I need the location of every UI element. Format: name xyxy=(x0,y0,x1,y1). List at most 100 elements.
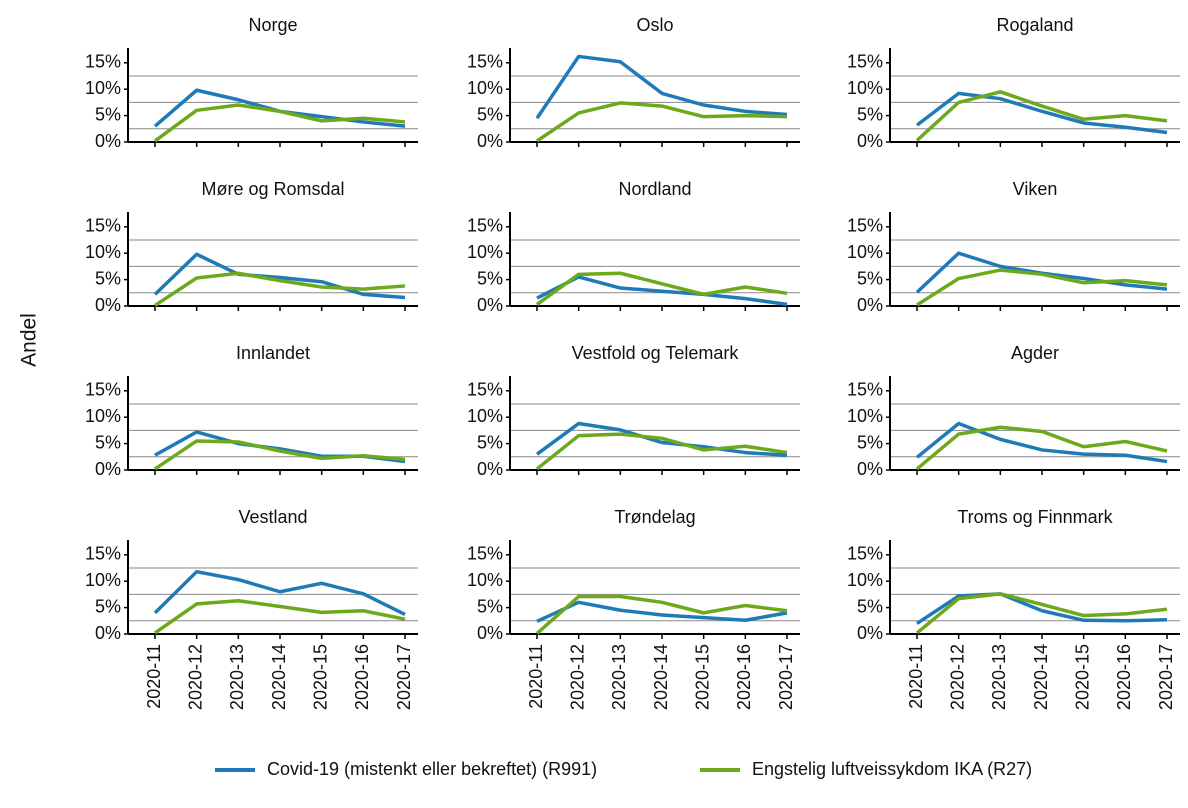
x-tick-label: 2020-13 xyxy=(609,644,629,710)
series-line xyxy=(154,439,406,471)
x-tick-label: 2020-11 xyxy=(906,644,926,709)
y-tick-label: 10% xyxy=(467,406,503,426)
y-tick-label: 0% xyxy=(857,623,883,643)
x-tick-label: 2020-12 xyxy=(947,644,967,710)
y-tick-label: 15% xyxy=(467,544,503,564)
panel-title: Viken xyxy=(1013,179,1058,199)
series-line xyxy=(535,594,788,635)
y-tick-label: 15% xyxy=(467,216,503,236)
x-tick-label: 2020-16 xyxy=(352,644,372,710)
x-tick-label: 2020-11 xyxy=(144,644,164,709)
y-axis-label: Andel xyxy=(18,313,41,367)
y-tick-label: 15% xyxy=(467,380,503,400)
x-tick-label: 2020-12 xyxy=(185,644,205,710)
y-tick-label: 5% xyxy=(95,104,121,124)
series-line xyxy=(915,592,1168,635)
x-tick-label: 2020-14 xyxy=(269,644,289,710)
y-tick-label: 15% xyxy=(85,216,121,236)
y-tick-label: 15% xyxy=(85,380,121,400)
y-tick-label: 15% xyxy=(847,52,883,72)
y-tick-label: 10% xyxy=(467,570,503,590)
y-tick-label: 10% xyxy=(85,570,121,590)
y-tick-label: 10% xyxy=(85,406,121,426)
series-line xyxy=(916,592,1168,625)
y-tick-label: 5% xyxy=(857,104,883,124)
y-tick-label: 5% xyxy=(95,432,121,452)
x-tick-label: 2020-16 xyxy=(734,644,754,710)
x-tick-label: 2020-13 xyxy=(989,644,1009,710)
series-line xyxy=(915,421,1168,464)
y-tick-label: 0% xyxy=(95,459,121,479)
y-tick-label: 5% xyxy=(95,596,121,616)
x-tick-label: 2020-15 xyxy=(1072,644,1092,710)
y-tick-label: 5% xyxy=(857,268,883,288)
y-tick-label: 10% xyxy=(467,242,503,262)
y-tick-label: 0% xyxy=(477,623,503,643)
y-tick-label: 5% xyxy=(95,268,121,288)
y-tick-label: 10% xyxy=(847,78,883,98)
series-line xyxy=(915,425,1168,471)
y-tick-label: 0% xyxy=(477,295,503,315)
y-tick-label: 0% xyxy=(95,131,121,151)
series-line xyxy=(153,569,406,617)
x-tick-label: 2020-17 xyxy=(1156,644,1176,710)
y-tick-label: 15% xyxy=(85,544,121,564)
y-tick-label: 0% xyxy=(857,295,883,315)
panel-title: Rogaland xyxy=(996,15,1073,35)
y-tick-label: 10% xyxy=(85,242,121,262)
series-line xyxy=(536,101,788,143)
x-tick-label: 2020-16 xyxy=(1114,644,1134,710)
series-line xyxy=(536,600,788,623)
panel-title: Vestfold og Telemark xyxy=(572,343,740,363)
y-tick-label: 0% xyxy=(95,295,121,315)
series-line xyxy=(915,90,1168,142)
y-tick-label: 10% xyxy=(85,78,121,98)
y-tick-label: 15% xyxy=(847,216,883,236)
y-tick-label: 10% xyxy=(847,570,883,590)
y-tick-label: 5% xyxy=(857,432,883,452)
series-line xyxy=(915,91,1168,135)
y-tick-label: 15% xyxy=(847,380,883,400)
series-line xyxy=(536,275,788,307)
x-tick-label: 2020-17 xyxy=(776,644,796,710)
series-line xyxy=(916,268,1168,307)
panel-title: Innlandet xyxy=(236,343,310,363)
x-tick-label: 2020-13 xyxy=(227,644,247,710)
panel-title: Nordland xyxy=(618,179,691,199)
y-tick-label: 5% xyxy=(477,432,503,452)
y-tick-label: 5% xyxy=(477,596,503,616)
y-tick-label: 10% xyxy=(847,406,883,426)
series-line xyxy=(535,421,788,457)
series-line xyxy=(535,271,788,306)
x-tick-label: 2020-15 xyxy=(692,644,712,710)
series-line xyxy=(153,598,406,635)
x-tick-label: 2020-14 xyxy=(1031,644,1051,710)
y-tick-label: 5% xyxy=(477,268,503,288)
panel-title: Norge xyxy=(248,15,297,35)
x-tick-label: 2020-11 xyxy=(526,644,546,709)
series-line xyxy=(153,103,406,143)
x-tick-label: 2020-14 xyxy=(651,644,671,710)
x-tick-label: 2020-12 xyxy=(567,644,587,710)
panel-title: Møre og Romsdal xyxy=(201,179,344,199)
panel-title: Troms og Finnmark xyxy=(957,507,1113,527)
panel-title: Vestland xyxy=(238,507,307,527)
series-line xyxy=(153,252,406,300)
panel-title: Trøndelag xyxy=(614,507,695,527)
x-tick-label: 2020-17 xyxy=(394,644,414,710)
y-tick-label: 5% xyxy=(477,104,503,124)
legend-label: Engstelig luftveissykdom IKA (R27) xyxy=(752,759,1032,779)
series-line xyxy=(535,432,788,471)
legend-label: Covid-19 (mistenkt eller bekreftet) (R99… xyxy=(267,759,597,779)
x-tick-label: 2020-15 xyxy=(310,644,330,710)
y-tick-label: 15% xyxy=(85,52,121,72)
y-tick-label: 0% xyxy=(477,459,503,479)
y-tick-label: 0% xyxy=(477,131,503,151)
series-line xyxy=(153,88,406,128)
panel-title: Agder xyxy=(1011,343,1059,363)
y-tick-label: 15% xyxy=(467,52,503,72)
y-tick-label: 0% xyxy=(857,131,883,151)
y-tick-label: 10% xyxy=(847,242,883,262)
panel-title: Oslo xyxy=(636,15,673,35)
